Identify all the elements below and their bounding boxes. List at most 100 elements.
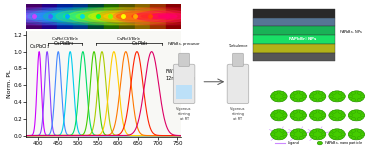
Circle shape xyxy=(313,98,317,101)
Circle shape xyxy=(293,98,297,101)
Circle shape xyxy=(310,95,314,98)
Circle shape xyxy=(274,110,278,113)
Circle shape xyxy=(293,91,297,94)
Circle shape xyxy=(271,133,275,136)
Circle shape xyxy=(271,91,287,102)
Circle shape xyxy=(319,117,323,120)
Text: CsPbBr$_3$: CsPbBr$_3$ xyxy=(53,39,75,48)
Circle shape xyxy=(348,133,353,136)
Bar xyxy=(166,4,181,29)
Circle shape xyxy=(332,91,336,94)
Circle shape xyxy=(348,114,353,117)
Circle shape xyxy=(68,8,177,25)
Circle shape xyxy=(12,8,121,25)
Circle shape xyxy=(274,136,278,139)
Circle shape xyxy=(357,91,362,94)
Circle shape xyxy=(319,98,323,101)
Circle shape xyxy=(357,110,362,113)
FancyBboxPatch shape xyxy=(253,18,335,26)
Circle shape xyxy=(348,95,353,98)
Bar xyxy=(150,4,166,29)
Text: FAPbBr$_3$ nanoparticle: FAPbBr$_3$ nanoparticle xyxy=(324,139,363,146)
FancyBboxPatch shape xyxy=(253,35,335,44)
Circle shape xyxy=(283,95,287,98)
Circle shape xyxy=(283,133,287,136)
Circle shape xyxy=(313,110,317,113)
Circle shape xyxy=(132,13,169,19)
Circle shape xyxy=(357,98,362,101)
Bar xyxy=(73,4,88,29)
Circle shape xyxy=(290,129,307,140)
Text: FAPbBr$_3$ NPs: FAPbBr$_3$ NPs xyxy=(288,36,318,43)
Circle shape xyxy=(64,11,132,22)
Circle shape xyxy=(73,15,91,18)
Text: Vigorous
stirring
at RT: Vigorous stirring at RT xyxy=(230,107,246,121)
Bar xyxy=(42,4,57,29)
Circle shape xyxy=(101,11,169,22)
FancyBboxPatch shape xyxy=(253,44,335,53)
Circle shape xyxy=(341,95,345,98)
Circle shape xyxy=(104,13,141,19)
Circle shape xyxy=(341,114,345,117)
FancyBboxPatch shape xyxy=(253,9,335,18)
Circle shape xyxy=(338,117,342,120)
Circle shape xyxy=(322,95,326,98)
FancyBboxPatch shape xyxy=(253,53,335,61)
Circle shape xyxy=(338,136,342,139)
Circle shape xyxy=(338,98,342,101)
Circle shape xyxy=(57,15,76,18)
Bar xyxy=(104,4,119,29)
Circle shape xyxy=(141,15,160,18)
Circle shape xyxy=(302,133,307,136)
Circle shape xyxy=(302,95,307,98)
Circle shape xyxy=(357,136,362,139)
Circle shape xyxy=(274,98,278,101)
Circle shape xyxy=(348,129,365,140)
Text: CsPb(I/Br)$_x$: CsPb(I/Br)$_x$ xyxy=(116,35,142,43)
Circle shape xyxy=(56,8,164,25)
Circle shape xyxy=(329,110,345,121)
Circle shape xyxy=(293,136,297,139)
Circle shape xyxy=(15,13,53,19)
Text: FAPbBr$_3$ NPs: FAPbBr$_3$ NPs xyxy=(339,28,363,36)
Bar xyxy=(88,4,104,29)
Circle shape xyxy=(360,114,365,117)
Circle shape xyxy=(113,15,132,18)
Circle shape xyxy=(0,11,68,22)
Circle shape xyxy=(329,133,333,136)
Circle shape xyxy=(332,136,336,139)
Circle shape xyxy=(15,11,84,22)
Circle shape xyxy=(125,15,144,18)
Circle shape xyxy=(299,110,304,113)
Bar xyxy=(119,4,135,29)
Circle shape xyxy=(0,8,88,25)
Circle shape xyxy=(351,98,356,101)
Circle shape xyxy=(101,15,119,18)
Circle shape xyxy=(290,133,294,136)
Circle shape xyxy=(274,91,278,94)
Circle shape xyxy=(341,133,345,136)
Circle shape xyxy=(332,129,336,132)
Text: FWHM
12nm-42nm: FWHM 12nm-42nm xyxy=(166,69,196,81)
Circle shape xyxy=(313,129,317,132)
Circle shape xyxy=(271,110,287,121)
Circle shape xyxy=(360,133,365,136)
Circle shape xyxy=(313,117,317,120)
Text: Vigorous
stirring
at RT: Vigorous stirring at RT xyxy=(176,107,192,121)
FancyBboxPatch shape xyxy=(173,64,195,104)
Circle shape xyxy=(0,8,104,25)
Circle shape xyxy=(332,98,336,101)
Text: CsPbI$_3$: CsPbI$_3$ xyxy=(131,39,149,48)
Circle shape xyxy=(64,13,101,19)
Circle shape xyxy=(360,95,365,98)
Circle shape xyxy=(310,133,314,136)
Circle shape xyxy=(81,8,189,25)
FancyBboxPatch shape xyxy=(232,53,243,66)
Circle shape xyxy=(48,11,116,22)
Circle shape xyxy=(274,129,278,132)
Circle shape xyxy=(322,114,326,117)
Circle shape xyxy=(28,8,136,25)
Circle shape xyxy=(313,91,317,94)
Circle shape xyxy=(280,98,284,101)
Circle shape xyxy=(280,117,284,120)
